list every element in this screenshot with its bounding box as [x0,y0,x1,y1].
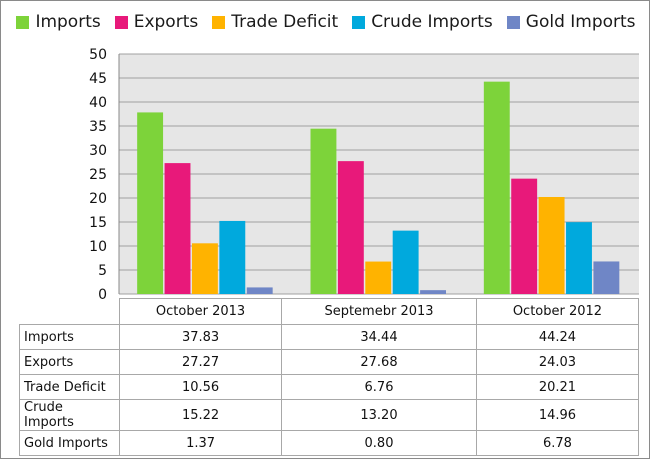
table-cell: 27.68 [281,349,477,375]
table-row: Crude Imports 15.22 13.20 14.96 [19,399,640,431]
legend-item-imports: Imports [16,12,101,32]
table-cell: 13.20 [281,399,477,431]
row-label: Crude Imports [19,399,120,431]
y-tick-label: 10 [89,239,107,255]
y-tick-label: 0 [98,287,107,303]
legend-label: Crude Imports [371,12,493,32]
bar-crude-imports-septemebr-2013 [392,230,419,294]
row-label: Exports [19,349,120,375]
bar-exports-septemebr-2013 [337,161,364,294]
x-category-label: Septemebr 2013 [281,298,477,325]
table-cell: 0.80 [281,430,477,456]
legend-swatch [114,15,128,29]
bar-imports-october-2012 [483,81,510,294]
y-tick-label: 45 [89,71,107,87]
bar-imports-october-2013 [137,112,164,294]
table-cell: 15.22 [118,399,283,431]
table-cell: 37.83 [118,324,283,350]
y-tick-label: 15 [89,215,107,231]
table-cell: 34.44 [281,324,477,350]
x-category-label: October 2013 [118,298,283,325]
x-category-label: October 2012 [475,298,640,325]
bar-crude-imports-october-2013 [219,220,246,294]
legend-item-gold-imports: Gold Imports [506,12,636,32]
legend-swatch [352,15,366,29]
legend-label: Imports [35,12,101,32]
row-label: Trade Deficit [19,374,120,400]
bar-trade-deficit-septemebr-2013 [365,261,392,294]
legend-swatch [16,15,30,29]
table-row: Imports 37.83 34.44 44.24 [19,324,640,350]
table-cell: 20.21 [475,374,640,400]
bar-exports-october-2013 [164,163,191,294]
table-cell: 6.78 [475,430,640,456]
bar-gold-imports-septemebr-2013 [420,290,446,294]
y-tick-label: 20 [89,191,107,207]
bar-crude-imports-october-2012 [566,222,592,294]
legend-label: Gold Imports [525,12,636,32]
row-label: Gold Imports [19,430,120,456]
legend-item-trade-deficit: Trade Deficit [212,12,338,32]
y-tick-label: 5 [98,263,107,279]
legend-label: Exports [133,12,199,32]
legend-swatch [506,15,520,29]
table-cell: 27.27 [118,349,283,375]
table-row: Trade Deficit 10.56 6.76 20.21 [19,374,640,400]
table-row: Exports 27.27 27.68 24.03 [19,349,640,375]
bar-trade-deficit-october-2012 [538,196,565,294]
bar-exports-october-2012 [511,178,538,294]
table-cell: 1.37 [118,430,283,456]
legend-item-exports: Exports [114,12,199,32]
y-tick-label: 50 [89,47,107,63]
table-row: Gold Imports 1.37 0.80 6.78 [19,430,640,456]
bar-gold-imports-october-2013 [246,287,273,294]
bar-trade-deficit-october-2013 [191,243,218,294]
legend-item-crude-imports: Crude Imports [352,12,493,32]
y-tick-label: 35 [89,119,107,135]
table-cell: 10.56 [118,374,283,400]
table-cell: 44.24 [475,324,640,350]
legend: Imports Exports Trade Deficit Crude Imports… [1,9,650,35]
table-cell: 24.03 [475,349,640,375]
y-tick-label: 25 [89,167,107,183]
table-cell: 6.76 [281,374,477,400]
y-tick-label: 40 [89,95,107,111]
table-corner [19,298,120,325]
table-cell: 14.96 [475,399,640,431]
bar-imports-septemebr-2013 [310,128,337,294]
y-tick-label: 30 [89,143,107,159]
legend-swatch [212,15,226,29]
legend-label: Trade Deficit [231,12,339,32]
bar-gold-imports-october-2012 [593,261,620,294]
table-header-row: October 2013 Septemebr 2013 October 2012 [19,298,640,325]
row-label: Imports [19,324,120,350]
data-table: October 2013 Septemebr 2013 October 2012 I… [19,298,640,456]
